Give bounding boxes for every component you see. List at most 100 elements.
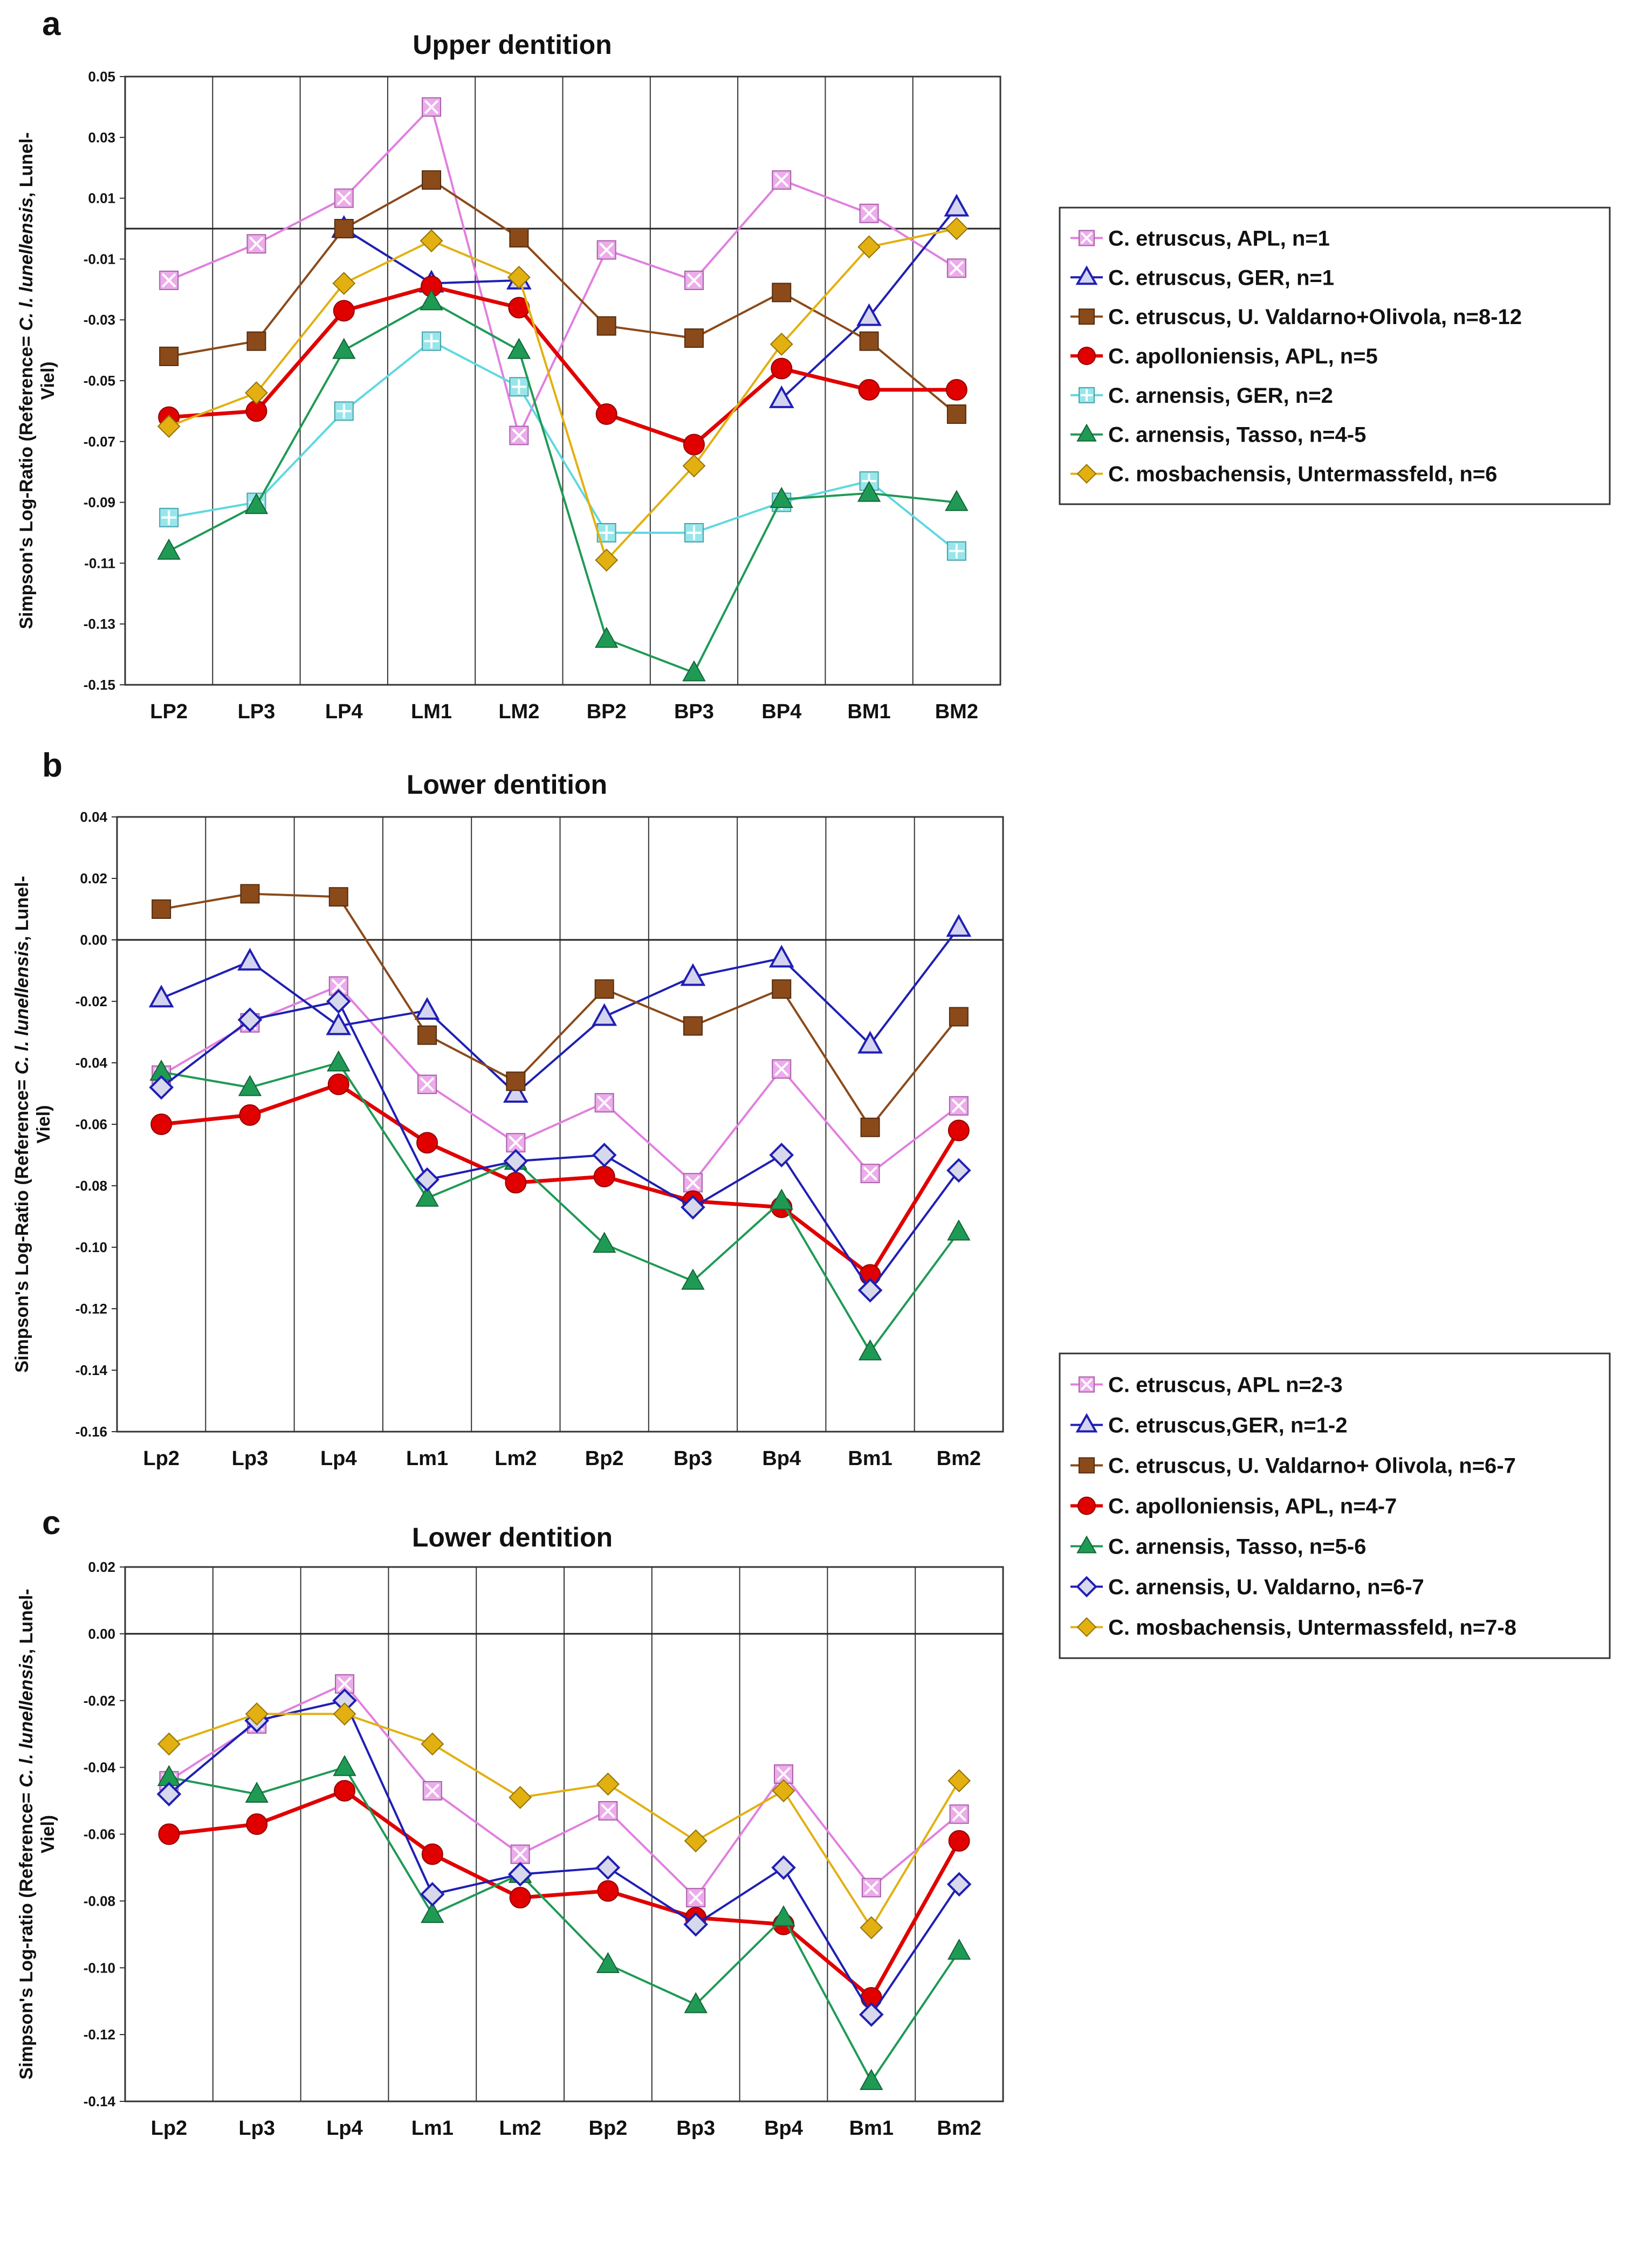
data-point [326,1012,352,1035]
data-point [507,265,531,289]
data-point [857,1277,883,1303]
y-tick-label: 0.04 [80,809,107,825]
data-point [416,1132,438,1154]
x-tick-label: BP2 [587,700,627,723]
chart-title: Upper dentition [413,30,612,60]
series-line [168,340,958,552]
x-tick-label: LP3 [238,700,276,723]
data-point [770,1188,793,1210]
data-point [949,1007,969,1027]
data-point [421,1843,443,1865]
data-point [946,541,966,561]
data-point [681,1195,705,1220]
y-tick-label: 0.02 [80,870,107,886]
data-point [857,1030,883,1054]
legend-marker [1079,1376,1095,1393]
y-tick-label: -0.02 [84,1693,115,1709]
data-point [684,523,704,542]
legend-item: C. etruscus, APL, n=1 [1070,226,1330,250]
x-tick-label: Bp4 [764,2117,803,2140]
data-point [772,1905,795,1927]
y-tick-label: 0.02 [88,1559,115,1575]
x-tick-label: LM2 [498,700,539,723]
legend-item: C. arnensis, Tasso, n=5-6 [1070,1535,1366,1559]
data-point [949,1804,969,1824]
data-point [150,1114,173,1135]
data-point [684,270,704,290]
legend-marker [1076,1617,1097,1637]
data-point [333,1702,356,1726]
data-point [245,1702,269,1726]
legend-item: C. etruscus, U. Valdarno+Olivola, n=8-12 [1070,305,1522,329]
data-point [593,1165,615,1187]
series-line [169,1766,960,2083]
data-point [328,887,348,907]
x-tick-label: Lp4 [326,2117,363,2140]
legend-item: C. etruscus, APL n=2-3 [1070,1373,1343,1397]
data-point [944,194,970,217]
data-point [686,1888,706,1908]
x-tick-label: Bm1 [849,2117,894,2140]
data-point [946,404,966,424]
series-line [169,1789,961,2000]
legend-0: C. etruscus, APL, n=1 C. etruscus, GER, n… [1059,207,1611,505]
data-point [857,480,881,502]
legend-1: C. etruscus, APL n=2-3 C. etruscus,GER, n… [1059,1352,1611,1659]
data-point [595,548,619,572]
data-point [503,1080,528,1103]
chart-title: Lower dentition [407,769,607,800]
series-1 [148,914,972,1103]
y-tick-label: -0.02 [75,993,107,1009]
legend-label: C. arnensis, Tasso, n=4-5 [1108,423,1366,447]
series-line [168,1682,960,1899]
series-line [161,926,960,1095]
series-3 [156,1688,972,2027]
data-point [768,385,794,408]
x-tick-label: Lm2 [495,1447,537,1470]
y-axis-label: Simpson's Log-Ratio (Reference= C. l. lu… [16,132,58,629]
data-point [422,170,442,190]
data-point [592,1232,616,1253]
data-point [509,228,529,248]
x-tick-label: Bp2 [585,1447,624,1470]
data-point [856,303,882,326]
data-point [772,979,792,999]
data-point [947,1219,971,1241]
legend-marker [1075,265,1098,285]
data-point [946,258,966,278]
data-point [510,1844,530,1864]
data-point [771,1855,796,1880]
y-tick-label: 0.00 [88,1626,115,1642]
series-2 [159,170,966,424]
data-point [148,985,174,1008]
legend-item: C. arnensis, GER, n=2 [1070,384,1333,408]
data-point [332,338,356,359]
y-tick-label: -0.11 [84,555,115,571]
series-line [168,228,957,561]
data-point [333,300,355,322]
series-line [168,300,957,674]
legend-box [1059,207,1611,505]
data-point [422,331,442,351]
series-line [161,1082,960,1277]
legend-label: C. mosbachensis, Untermassfeld, n=7-8 [1108,1616,1516,1640]
y-tick-label: -0.13 [84,616,115,632]
y-tick-label: -0.10 [84,1960,115,1976]
legend-label: C. etruscus, U. Valdarno+ Olivola, n=6-7 [1108,1454,1516,1478]
data-point [947,1939,971,1960]
legend-label: C. etruscus,GER, n=1-2 [1108,1414,1347,1438]
data-point [861,1878,881,1898]
legend-label: C. apolloniensis, APL, n=4-7 [1108,1495,1397,1518]
legend-box [1059,1352,1611,1659]
legend-label: C. etruscus, GER, n=1 [1108,266,1334,290]
data-point [597,1880,619,1902]
x-tick-label: Bp4 [762,1447,801,1470]
data-point [503,1149,528,1174]
data-point [159,270,179,290]
data-point [684,1829,708,1853]
x-tick-label: Lp3 [232,1447,269,1470]
y-tick-label: -0.09 [84,494,115,511]
data-point [770,486,793,508]
data-point [596,240,616,260]
data-point [946,1872,972,1897]
